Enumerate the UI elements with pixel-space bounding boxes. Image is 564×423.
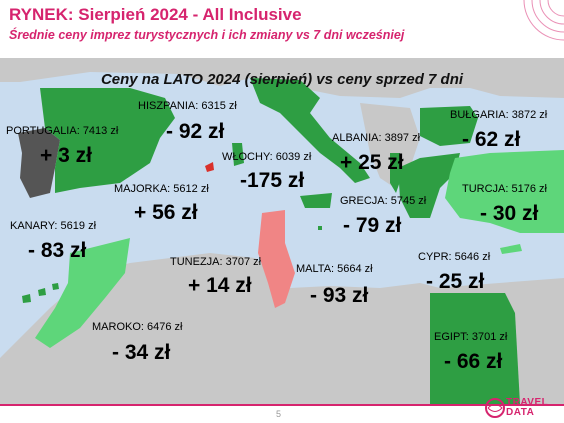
region-kanary-shape-1 bbox=[22, 294, 31, 303]
region-majorka-shape bbox=[205, 162, 214, 172]
change-maroko: - 34 zł bbox=[112, 341, 171, 364]
label-grecja: GRECJA: 5745 zł bbox=[340, 195, 427, 207]
page-title: RYNEK: Sierpień 2024 - All Inclusive bbox=[9, 5, 302, 24]
region-tunezja-shape bbox=[258, 210, 295, 308]
region-wlochy-sardinia-shape bbox=[232, 143, 244, 166]
label-albania: ALBANIA: 3897 zł bbox=[332, 132, 421, 144]
label-wlochy: WŁOCHY: 6039 zł bbox=[222, 151, 312, 163]
change-bulgaria: - 62 zł bbox=[462, 128, 521, 151]
region-egipt-shape bbox=[430, 293, 520, 404]
logo-text-top: TRAVEL bbox=[506, 397, 549, 408]
region-albania-shape bbox=[390, 153, 403, 193]
label-malta: MALTA: 5664 zł bbox=[296, 263, 373, 275]
label-maroko: MAROKO: 6476 zł bbox=[92, 321, 183, 333]
page-number: 5 bbox=[276, 409, 282, 419]
label-egipt: EGIPT: 3701 zł bbox=[434, 331, 508, 343]
logo-globe-icon bbox=[485, 398, 505, 418]
change-albania: + 25 zł bbox=[340, 151, 404, 174]
region-kanary-shape-2 bbox=[38, 288, 46, 296]
logo-text-bottom: DATA bbox=[506, 407, 535, 418]
region-portugalia-shape bbox=[18, 128, 60, 198]
page-subtitle: Średnie ceny imprez turystycznych i ich … bbox=[9, 28, 405, 42]
change-cypr: - 25 zł bbox=[426, 270, 485, 293]
footer-divider bbox=[0, 404, 564, 406]
change-grecja: - 79 zł bbox=[343, 214, 402, 237]
region-grecja-shape bbox=[398, 153, 460, 218]
region-cypr-shape bbox=[500, 244, 522, 254]
label-bulgaria: BUŁGARIA: 3872 zł bbox=[450, 109, 548, 121]
region-wlochy-sicily-shape bbox=[300, 193, 332, 208]
change-wlochy: -175 zł bbox=[240, 169, 305, 192]
label-kanary: KANARY: 5619 zł bbox=[10, 220, 97, 232]
change-egipt: - 66 zł bbox=[444, 350, 503, 373]
region-bulgaria-shape bbox=[420, 106, 478, 146]
region-malta-shape bbox=[318, 226, 322, 230]
travel-data-logo: TRAVEL DATA bbox=[484, 395, 550, 419]
label-turcja: TURCJA: 5176 zł bbox=[462, 183, 547, 195]
label-hiszpania: HISZPANIA: 6315 zł bbox=[138, 100, 237, 112]
region-wlochy-shape bbox=[250, 78, 370, 183]
label-majorka: MAJORKA: 5612 zł bbox=[114, 183, 209, 195]
map-svg bbox=[0, 58, 564, 404]
land-africa bbox=[0, 253, 564, 404]
label-cypr: CYPR: 5646 zł bbox=[418, 251, 491, 263]
region-kanary-shape-3 bbox=[52, 283, 59, 290]
change-portugalia: + 3 zł bbox=[40, 144, 92, 167]
label-portugalia: PORTUGALIA: 7413 zł bbox=[6, 125, 119, 137]
change-tunezja: + 14 zł bbox=[188, 274, 252, 297]
change-hiszpania: - 92 zł bbox=[166, 120, 225, 143]
region-hiszpania-shape bbox=[40, 88, 175, 193]
change-kanary: - 83 zł bbox=[28, 239, 87, 262]
map-title: Ceny na LATO 2024 (sierpień) vs ceny spr… bbox=[100, 71, 464, 88]
region-turcja-shape bbox=[445, 150, 564, 233]
label-tunezja: TUNEZJA: 3707 zł bbox=[170, 256, 262, 268]
land-europe-north bbox=[0, 58, 564, 98]
change-majorka: + 56 zł bbox=[134, 201, 198, 224]
region-maroko-shape bbox=[35, 238, 130, 348]
change-turcja: - 30 zł bbox=[480, 202, 539, 225]
map: Ceny na LATO 2024 (sierpień) vs ceny spr… bbox=[0, 58, 564, 404]
decorative-swirl-icon bbox=[523, 0, 564, 41]
change-malta: - 93 zł bbox=[310, 284, 369, 307]
